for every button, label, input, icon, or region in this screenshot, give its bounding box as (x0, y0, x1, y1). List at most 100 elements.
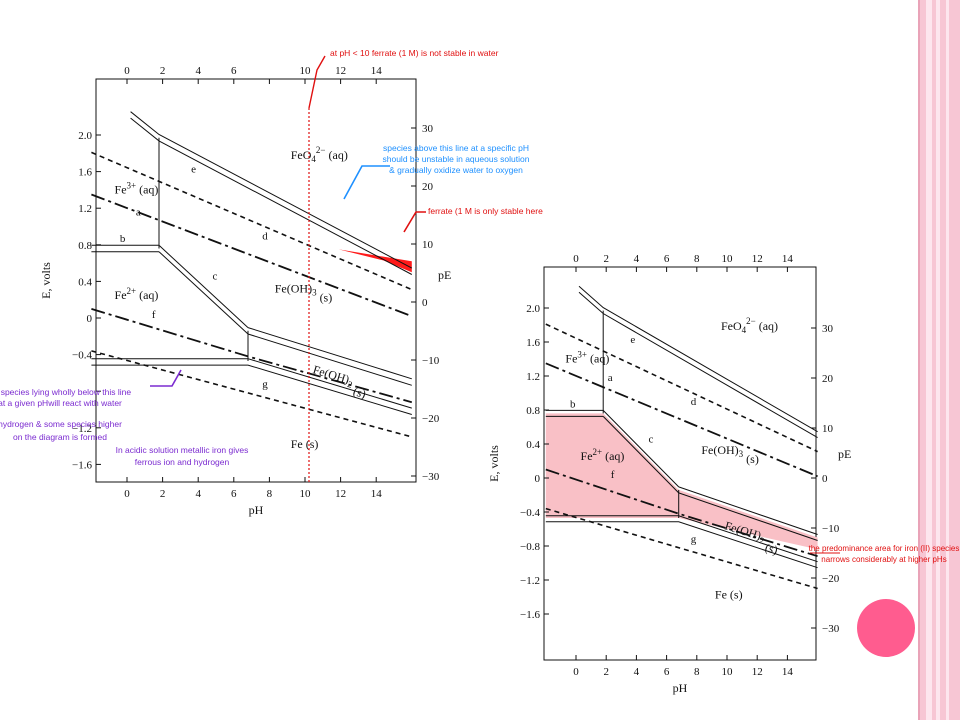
x-axis-title: pH (673, 681, 688, 695)
bottom-note-text: ferrous ion and hydrogen (135, 457, 230, 467)
line-c (602, 410, 680, 488)
pe-tick-label: 30 (422, 123, 434, 135)
y-tick-label: 1.2 (526, 371, 540, 383)
pe-axis-title: pE (438, 268, 451, 282)
line-label-a: a (136, 207, 141, 219)
species-label: FeO42− (aq) (721, 316, 778, 335)
x-top-tick-label: 12 (752, 253, 763, 265)
line-g (91, 364, 412, 415)
purple-note-text: on the diagram is formed (13, 432, 107, 442)
species-label: Fe (s) (291, 437, 319, 451)
line-label-g: g (262, 379, 268, 391)
fe2-predominance-region (545, 413, 818, 550)
line-label-f: f (152, 309, 156, 321)
line-c (158, 251, 249, 335)
x-top-tick-label: 6 (231, 65, 237, 77)
right-note-text: the predominance area for iron (II) spec… (809, 544, 960, 553)
x-top-tick-label: 8 (694, 253, 700, 265)
x-top-tick-label: 0 (124, 65, 130, 77)
line-g (545, 521, 818, 569)
y-tick-label: 1.2 (78, 203, 92, 215)
red-note-text: ferrate (1 M is only stable here (428, 206, 543, 216)
x-tick-label: 10 (722, 666, 734, 678)
x-top-tick-label: 0 (573, 253, 579, 265)
top-note-pointer (308, 55, 326, 109)
x-tick-label: 10 (300, 488, 312, 500)
blue-note-text: species above this line at a specific pH (383, 143, 529, 153)
purple-callout-pointer (150, 369, 182, 387)
pe-tick-label: 10 (422, 239, 434, 251)
y-tick-label: 1.6 (526, 337, 540, 349)
y-tick-label: −0.4 (520, 507, 540, 519)
x-tick-label: 0 (124, 488, 130, 500)
blue-note-text: should be unstable in aqueous solution (383, 154, 530, 164)
y-tick-label: 1.6 (78, 167, 92, 179)
pe-tick-label: 10 (822, 423, 834, 435)
line-label-b: b (570, 398, 576, 410)
species-label: Fe (s) (715, 588, 743, 602)
pe-tick-label: 20 (422, 181, 434, 193)
pe-tick-label: −10 (422, 355, 440, 367)
pe-tick-label: 20 (822, 373, 834, 385)
water-oxidation-line (91, 151, 413, 291)
y-tick-label: −0.4 (72, 350, 92, 362)
pe-tick-label: 0 (822, 473, 828, 485)
right-note-text: narrows considerably at higher pHs (821, 555, 946, 564)
y-tick-label: −1.6 (72, 459, 92, 471)
right-border-stripe (926, 0, 932, 720)
y-tick-label: 0.8 (78, 240, 92, 252)
x-top-tick-label: 4 (634, 253, 640, 265)
x-tick-label: 12 (752, 666, 763, 678)
line-fe2-feoh2 (247, 327, 412, 380)
pink-dot (857, 599, 915, 657)
x-top-tick-label: 2 (160, 65, 166, 77)
x-tick-label: 8 (267, 488, 273, 500)
y-tick-label: −1.2 (520, 575, 540, 587)
y-tick-label: 0.4 (526, 439, 540, 451)
line-label-c: c (212, 271, 217, 283)
line-label-c: c (648, 433, 653, 445)
pe-tick-label: −10 (822, 523, 840, 535)
line-label-e: e (191, 164, 196, 176)
y-tick-label: −0.8 (520, 541, 540, 553)
species-label: Fe2+ (aq) (581, 447, 625, 463)
line-label-e: e (630, 334, 635, 346)
x-top-tick-label: 14 (371, 65, 383, 77)
line-label-d: d (691, 396, 697, 408)
species-label: Fe3+ (aq) (115, 181, 159, 197)
species-label: Fe(OH)3 (s) (275, 281, 333, 304)
x-tick-label: 2 (603, 666, 609, 678)
purple-note-text: hydrogen & some species higher (0, 419, 122, 429)
plot-frame (543, 266, 817, 661)
pe-tick-label: −20 (422, 413, 440, 425)
x-axis-title: pH (249, 503, 264, 517)
pe-tick-label: −30 (422, 471, 440, 483)
purple-note-text: at a given pHwill react with water (0, 398, 122, 408)
line-fe2-feoh2 (678, 492, 818, 541)
line-fe2-feoh2 (247, 333, 412, 386)
line-label-d: d (262, 230, 268, 242)
y-tick-label: 2.0 (526, 303, 540, 315)
x-top-tick-label: 14 (782, 253, 794, 265)
x-top-tick-label: 10 (722, 253, 734, 265)
right-border-stripe (946, 0, 949, 720)
pe-tick-label: −30 (822, 623, 840, 635)
line-f (545, 468, 818, 558)
line-label-f: f (611, 469, 615, 481)
line-label-a: a (608, 372, 613, 384)
y-tick-label: −1.2 (72, 423, 92, 435)
x-top-tick-label: 12 (335, 65, 346, 77)
x-top-tick-label: 6 (664, 253, 670, 265)
species-label: Fe(OH)3 (s) (701, 443, 759, 466)
line-fe2-feoh2 (678, 486, 818, 535)
x-tick-label: 8 (694, 666, 700, 678)
right-border-stripe (918, 0, 920, 720)
blue-callout-pointer (343, 165, 390, 200)
x-top-tick-label: 4 (195, 65, 201, 77)
blue-note-text: & gradually oxidize water to oxygen (389, 165, 523, 175)
purple-note-text: an species lying wholly below this line (0, 387, 131, 397)
x-tick-label: 4 (634, 666, 640, 678)
x-tick-label: 6 (231, 488, 237, 500)
